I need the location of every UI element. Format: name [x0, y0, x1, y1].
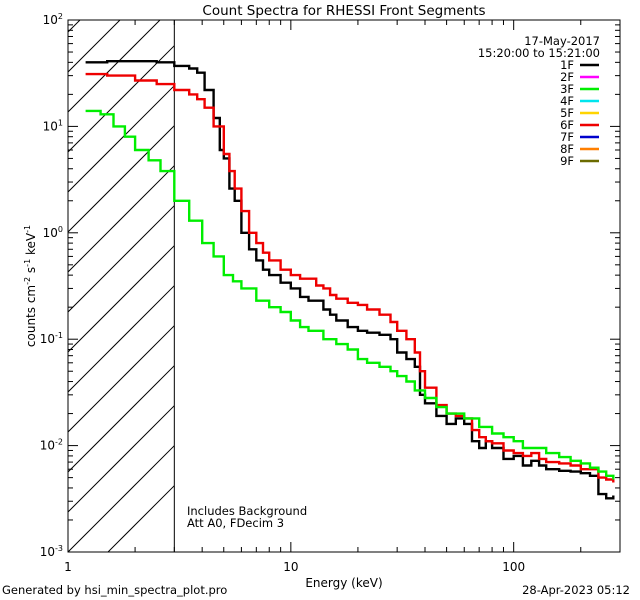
chart-title: Count Spectra for RHESSI Front Segments [202, 3, 485, 19]
x-tick-label: 100 [502, 560, 525, 574]
x-tick-label: 1 [64, 560, 72, 574]
hatch-line [68, 325, 175, 433]
legend-label: 4F [560, 94, 574, 108]
footer-timestamp: 28-Apr-2023 05:12 [522, 583, 630, 597]
legend-label: 5F [560, 106, 574, 120]
legend-label: 6F [560, 118, 574, 132]
y-tick-label: 10-2 [40, 438, 63, 453]
y-axis-label: counts cm-2 s-1 keV-1 [23, 225, 38, 347]
hatch-line [68, 365, 175, 473]
hatch-line [68, 20, 81, 33]
footer-generated-by: Generated by hsi_min_spectra_plot.pro [2, 583, 227, 597]
y-label-exponent: -2 [23, 277, 32, 285]
hatch-line [68, 165, 175, 273]
series-3f-line [85, 109, 615, 480]
x-tick-label: 10 [283, 560, 298, 574]
series-6f-line [85, 72, 615, 483]
legend-label: 3F [560, 82, 574, 96]
hatch-line [107, 485, 175, 552]
y-tick-label: 10-3 [40, 544, 63, 559]
hatch-line [68, 20, 161, 113]
annotation-background: Includes Background [187, 504, 307, 518]
series-group [85, 60, 615, 500]
x-axis-label: Energy (keV) [305, 576, 382, 590]
y-tick-label: 102 [43, 12, 63, 27]
hatched-region [68, 20, 175, 552]
y-tick-label: 100 [43, 225, 63, 240]
legend-label: 9F [560, 154, 574, 168]
y-label-exponent: -1 [23, 259, 32, 267]
legend-time-range: 15:20:00 to 15:21:00 [478, 46, 600, 60]
y-label-part: keV [24, 232, 38, 259]
y-label-exponent: -1 [23, 225, 32, 233]
series-1f-line [85, 60, 615, 500]
annotation-attenuator: Att A0, FDecim 3 [187, 516, 284, 530]
hatch-line [68, 245, 175, 353]
y-label-part: s [24, 267, 38, 277]
legend-label: 1F [560, 58, 574, 72]
hatch-line [68, 205, 175, 313]
hatch-line [68, 405, 175, 513]
hatch-line [68, 285, 175, 393]
legend-label: 2F [560, 70, 574, 84]
hatch-line [68, 445, 175, 552]
legend-label: 7F [560, 130, 574, 144]
hatch-line [68, 20, 121, 73]
axis-ticks: 1 10 100 10-3 10-2 10-1 100 101 102 [40, 12, 621, 574]
y-tick-label: 10-1 [40, 331, 63, 346]
legend-label: 8F [560, 142, 574, 156]
hatch-line [68, 125, 175, 233]
hatch-line [68, 85, 175, 193]
y-label-part: counts cm [24, 285, 38, 347]
y-tick-label: 101 [43, 118, 63, 133]
legend-date: 17-May-2017 [524, 34, 600, 48]
plot-frame [67, 19, 621, 553]
